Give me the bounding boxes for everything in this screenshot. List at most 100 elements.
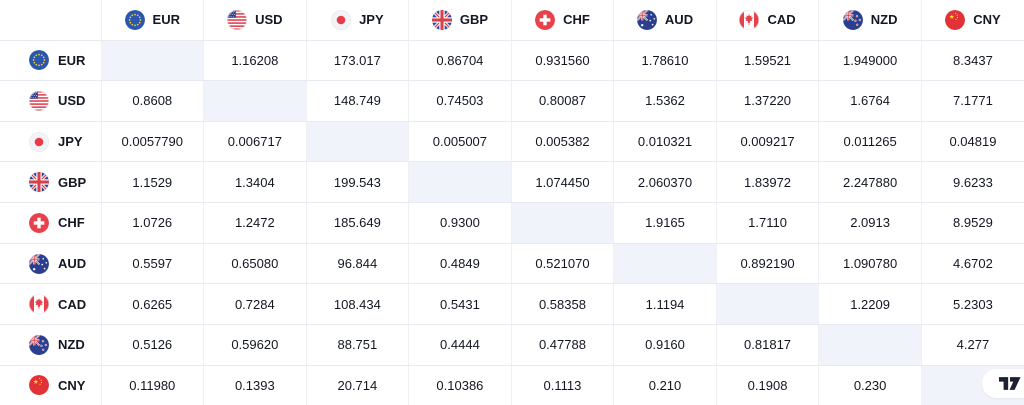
rate-cell-usdaud[interactable]: 1.5362 xyxy=(613,80,717,122)
rate-cell-chfgbp[interactable]: 0.9300 xyxy=(408,202,512,244)
rate-cell-gbpusd[interactable]: 1.3404 xyxy=(203,161,307,204)
row-header-nzd: NZD xyxy=(0,324,102,366)
rate-cell-chfusd[interactable]: 1.2472 xyxy=(203,202,307,244)
rate-cell-jpynzd[interactable]: 0.011265 xyxy=(818,121,922,163)
rate-cell-cnyusd[interactable]: 0.1393 xyxy=(203,365,307,405)
rate-cell-audjpy[interactable]: 96.844 xyxy=(306,243,410,285)
rate-cell-cadgbp[interactable]: 0.5431 xyxy=(408,283,512,326)
column-header-label: AUD xyxy=(664,12,694,28)
rate-cell-audgbp[interactable]: 0.4849 xyxy=(408,243,512,285)
rate-cell-nzdjpy[interactable]: 88.751 xyxy=(306,324,410,366)
rate-cell-cadjpy[interactable]: 108.434 xyxy=(306,283,410,326)
rate-cell-cnyeur[interactable]: 0.11980 xyxy=(101,365,205,405)
rate-cell-eurusd[interactable]: 1.16208 xyxy=(203,40,307,82)
table-row-cad: CAD 0.6265 0.7284 108.434 0.5431 0.58358 1.119… xyxy=(0,283,1024,326)
rate-cell-gbpchf[interactable]: 1.074450 xyxy=(511,161,615,204)
rate-cell-nzdchf[interactable]: 0.47788 xyxy=(511,324,615,366)
rate-cell-audcny[interactable]: 4.6702 xyxy=(921,243,1024,285)
rate-cell-gbpjpy[interactable]: 199.543 xyxy=(306,161,410,204)
rate-cell-cadnzd[interactable]: 1.2209 xyxy=(818,283,922,326)
rate-cell-nzdcad[interactable]: 0.81817 xyxy=(716,324,820,366)
flag-nzd-icon xyxy=(29,334,49,355)
rate-cell-chfnzd[interactable]: 2.0913 xyxy=(818,202,922,244)
rate-cell-cadcny[interactable]: 5.2303 xyxy=(921,283,1024,326)
row-header-gbp: GBP xyxy=(0,161,102,204)
rate-cell-usdnzd[interactable]: 1.6764 xyxy=(818,80,922,122)
tradingview-logo[interactable] xyxy=(982,369,1024,398)
row-header-cny: CNY xyxy=(0,365,102,405)
rate-cell-cnyaud[interactable]: 0.210 xyxy=(613,365,717,405)
rate-cell-jpyeur[interactable]: 0.0057790 xyxy=(101,121,205,163)
diagonal-cell-gbp xyxy=(408,161,512,204)
rate-cell-cadaud[interactable]: 1.1194 xyxy=(613,283,717,326)
rate-cell-chfeur[interactable]: 1.0726 xyxy=(101,202,205,244)
rate-cell-cnycad[interactable]: 0.1908 xyxy=(716,365,820,405)
flag-usd-icon xyxy=(227,9,248,30)
flag-chf-icon xyxy=(535,9,556,30)
row-header-label: NZD xyxy=(58,337,85,353)
rate-cell-audeur[interactable]: 0.5597 xyxy=(101,243,205,285)
rate-cell-eurnzd[interactable]: 1.949000 xyxy=(818,40,922,82)
rate-cell-gbpaud[interactable]: 2.060370 xyxy=(613,161,717,204)
rate-cell-chfcny[interactable]: 8.9529 xyxy=(921,202,1024,244)
row-header-chf: CHF xyxy=(0,202,102,244)
rate-cell-jpycny[interactable]: 0.04819 xyxy=(921,121,1024,163)
rate-cell-cadchf[interactable]: 0.58358 xyxy=(511,283,615,326)
rate-cell-jpychf[interactable]: 0.005382 xyxy=(511,121,615,163)
table-row-nzd: NZD 0.5126 0.59620 88.751 0.4444 0.47788 0.916… xyxy=(0,324,1024,366)
rate-cell-gbpcad[interactable]: 1.83972 xyxy=(716,161,820,204)
rate-cell-audchf[interactable]: 0.521070 xyxy=(511,243,615,285)
rate-cell-eurcny[interactable]: 8.3437 xyxy=(921,40,1024,82)
rate-cell-euraud[interactable]: 1.78610 xyxy=(613,40,717,82)
rate-cell-gbpnzd[interactable]: 2.247880 xyxy=(818,161,922,204)
rate-cell-usdgbp[interactable]: 0.74503 xyxy=(408,80,512,122)
rate-cell-eurcad[interactable]: 1.59521 xyxy=(716,40,820,82)
flag-cny-icon xyxy=(29,375,49,396)
header-row: EUR USD JPY GBP CHF AUD CAD NZD CNY xyxy=(0,0,1024,41)
diagonal-cell-nzd xyxy=(818,324,922,366)
table-row-gbp: GBP 1.1529 1.3404 199.543 1.074450 2.060370 1.… xyxy=(0,161,1024,204)
rate-cell-usdcad[interactable]: 1.37220 xyxy=(716,80,820,122)
column-header-label: GBP xyxy=(459,12,488,28)
table-row-chf: CHF 1.0726 1.2472 185.649 0.9300 1.9165 1.7110… xyxy=(0,202,1024,244)
rate-cell-gbpeur[interactable]: 1.1529 xyxy=(101,161,205,204)
rate-cell-audcad[interactable]: 0.892190 xyxy=(716,243,820,285)
rate-cell-cadeur[interactable]: 0.6265 xyxy=(101,283,205,326)
rate-cell-eurgbp[interactable]: 0.86704 xyxy=(408,40,512,82)
rate-cell-cnyjpy[interactable]: 20.714 xyxy=(306,365,410,405)
flag-chf-icon xyxy=(29,212,49,233)
rate-cell-cnygbp[interactable]: 0.10386 xyxy=(408,365,512,405)
column-header-usd: USD xyxy=(203,0,307,41)
rate-cell-cnynzd[interactable]: 0.230 xyxy=(818,365,922,405)
diagonal-cell-chf xyxy=(511,202,615,244)
rate-cell-jpycad[interactable]: 0.009217 xyxy=(716,121,820,163)
rate-cell-nzdcny[interactable]: 4.277 xyxy=(921,324,1024,366)
rate-cell-usdjpy[interactable]: 148.749 xyxy=(306,80,410,122)
rate-cell-jpygbp[interactable]: 0.005007 xyxy=(408,121,512,163)
rate-cell-audusd[interactable]: 0.65080 xyxy=(203,243,307,285)
rate-cell-gbpcny[interactable]: 9.6233 xyxy=(921,161,1024,204)
rate-cell-cadusd[interactable]: 0.7284 xyxy=(203,283,307,326)
corner-cell xyxy=(0,0,102,41)
rate-cell-nzdusd[interactable]: 0.59620 xyxy=(203,324,307,366)
rate-cell-eurchf[interactable]: 0.931560 xyxy=(511,40,615,82)
rate-cell-chfjpy[interactable]: 185.649 xyxy=(306,202,410,244)
rate-cell-jpyaud[interactable]: 0.010321 xyxy=(613,121,717,163)
rate-cell-chfaud[interactable]: 1.9165 xyxy=(613,202,717,244)
rate-cell-nzdgbp[interactable]: 0.4444 xyxy=(408,324,512,366)
rate-cell-usdcny[interactable]: 7.1771 xyxy=(921,80,1024,122)
table-row-cny: CNY 0.11980 0.1393 20.714 0.10386 0.1113 0.210… xyxy=(0,365,1024,405)
tradingview-icon xyxy=(999,377,1021,390)
column-header-label: NZD xyxy=(870,12,898,28)
rate-cell-nzdeur[interactable]: 0.5126 xyxy=(101,324,205,366)
rate-cell-eurjpy[interactable]: 173.017 xyxy=(306,40,410,82)
rate-cell-cnychf[interactable]: 0.1113 xyxy=(511,365,615,405)
rate-cell-audnzd[interactable]: 1.090780 xyxy=(818,243,922,285)
diagonal-cell-aud xyxy=(613,243,717,285)
rate-cell-nzdaud[interactable]: 0.9160 xyxy=(613,324,717,366)
rate-cell-usdchf[interactable]: 0.80087 xyxy=(511,80,615,122)
rate-cell-jpyusd[interactable]: 0.006717 xyxy=(203,121,307,163)
row-header-jpy: JPY xyxy=(0,121,102,163)
rate-cell-usdeur[interactable]: 0.8608 xyxy=(101,80,205,122)
rate-cell-chfcad[interactable]: 1.7110 xyxy=(716,202,820,244)
